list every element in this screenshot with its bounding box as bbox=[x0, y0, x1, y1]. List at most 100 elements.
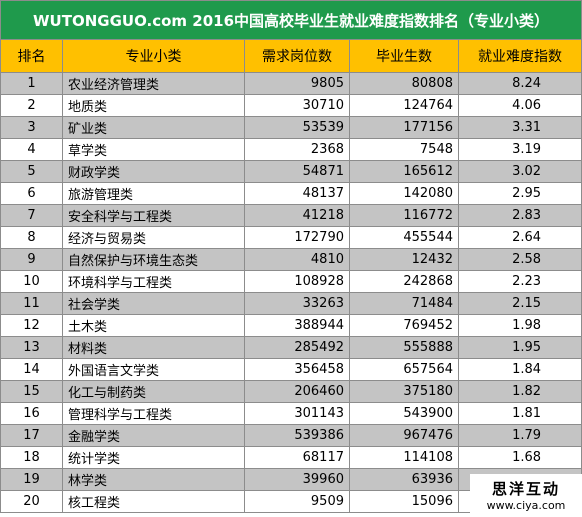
table-cell: 核工程类 bbox=[62, 490, 245, 513]
table-cell: 53539 bbox=[244, 116, 350, 139]
table-cell: 1.81 bbox=[457, 402, 582, 425]
table-cell: 12432 bbox=[349, 248, 459, 271]
table-row: 13 材料类 285492 555888 1.95 bbox=[0, 336, 582, 359]
table-row: 5 财政学类 54871 165612 3.02 bbox=[0, 160, 582, 183]
table-cell: 285492 bbox=[244, 336, 350, 359]
table-cell: 455544 bbox=[349, 226, 459, 249]
table-cell: 114108 bbox=[349, 446, 459, 469]
table-cell: 9509 bbox=[244, 490, 350, 513]
table-row: 4 草学类 2368 7548 3.19 bbox=[0, 138, 582, 161]
table-cell: 2.64 bbox=[457, 226, 582, 249]
table-cell: 3.31 bbox=[457, 116, 582, 139]
table-cell: 11 bbox=[0, 292, 63, 315]
table-cell: 2.83 bbox=[457, 204, 582, 227]
table-title: WUTONGGUO.com 2016中国高校毕业生就业难度指数排名（专业小类） bbox=[0, 0, 582, 40]
table-cell: 经济与贸易类 bbox=[62, 226, 245, 249]
table-cell: 80808 bbox=[349, 72, 459, 95]
column-header: 需求岗位数 bbox=[244, 39, 350, 73]
table-cell: 4.06 bbox=[457, 94, 582, 117]
table-row: 7 安全科学与工程类 41218 116772 2.83 bbox=[0, 204, 582, 227]
table-cell: 33263 bbox=[244, 292, 350, 315]
table-row: 3 矿业类 53539 177156 3.31 bbox=[0, 116, 582, 139]
table-cell: 1.98 bbox=[457, 314, 582, 337]
table-cell: 375180 bbox=[349, 380, 459, 403]
table-cell: 12 bbox=[0, 314, 63, 337]
table-cell: 543900 bbox=[349, 402, 459, 425]
table-cell: 19 bbox=[0, 468, 63, 491]
table-cell: 财政学类 bbox=[62, 160, 245, 183]
table-cell: 1.95 bbox=[457, 336, 582, 359]
table-cell: 农业经济管理类 bbox=[62, 72, 245, 95]
table-cell: 41218 bbox=[244, 204, 350, 227]
table-cell: 539386 bbox=[244, 424, 350, 447]
table-cell: 社会学类 bbox=[62, 292, 245, 315]
table-row: 10 环境科学与工程类 108928 242868 2.23 bbox=[0, 270, 582, 293]
table-cell: 108928 bbox=[244, 270, 350, 293]
table-row: 16 管理科学与工程类 301143 543900 1.81 bbox=[0, 402, 582, 425]
column-header: 专业小类 bbox=[62, 39, 245, 73]
table-row: 9 自然保护与环境生态类 4810 12432 2.58 bbox=[0, 248, 582, 271]
table-cell: 管理科学与工程类 bbox=[62, 402, 245, 425]
header-row: 排名 专业小类 需求岗位数 毕业生数 就业难度指数 bbox=[0, 39, 582, 73]
table-row: 11 社会学类 33263 71484 2.15 bbox=[0, 292, 582, 315]
table-cell: 9 bbox=[0, 248, 63, 271]
table-row: 17 金融学类 539386 967476 1.79 bbox=[0, 424, 582, 447]
table-cell: 4810 bbox=[244, 248, 350, 271]
table-cell: 20 bbox=[0, 490, 63, 513]
table-cell: 9805 bbox=[244, 72, 350, 95]
table-cell: 124764 bbox=[349, 94, 459, 117]
table-cell: 草学类 bbox=[62, 138, 245, 161]
table-cell: 68117 bbox=[244, 446, 350, 469]
table-cell: 63936 bbox=[349, 468, 459, 491]
table-cell: 环境科学与工程类 bbox=[62, 270, 245, 293]
table-cell: 71484 bbox=[349, 292, 459, 315]
table-cell: 2.58 bbox=[457, 248, 582, 271]
table-cell: 统计学类 bbox=[62, 446, 245, 469]
table-cell: 15 bbox=[0, 380, 63, 403]
table-row: 14 外国语言文学类 356458 657564 1.84 bbox=[0, 358, 582, 381]
table-cell: 2 bbox=[0, 94, 63, 117]
column-header: 毕业生数 bbox=[349, 39, 459, 73]
column-header: 就业难度指数 bbox=[457, 39, 582, 73]
table-cell: 555888 bbox=[349, 336, 459, 359]
table-cell: 54871 bbox=[244, 160, 350, 183]
table-cell: 1.82 bbox=[457, 380, 582, 403]
table-cell: 8.24 bbox=[457, 72, 582, 95]
table-cell: 177156 bbox=[349, 116, 459, 139]
table-cell: 材料类 bbox=[62, 336, 245, 359]
table-cell: 657564 bbox=[349, 358, 459, 381]
table-cell: 化工与制药类 bbox=[62, 380, 245, 403]
table-cell: 39960 bbox=[244, 468, 350, 491]
table-cell: 142080 bbox=[349, 182, 459, 205]
table-cell: 30710 bbox=[244, 94, 350, 117]
watermark-name: 思洋互动 bbox=[491, 480, 560, 498]
table-cell: 2368 bbox=[244, 138, 350, 161]
table-cell: 13 bbox=[0, 336, 63, 359]
table-cell: 7 bbox=[0, 204, 63, 227]
table-cell: 3.02 bbox=[457, 160, 582, 183]
table-cell: 4 bbox=[0, 138, 63, 161]
table-cell: 2.95 bbox=[457, 182, 582, 205]
table-cell: 165612 bbox=[349, 160, 459, 183]
table-cell: 金融学类 bbox=[62, 424, 245, 447]
table-cell: 旅游管理类 bbox=[62, 182, 245, 205]
table-cell: 1.84 bbox=[457, 358, 582, 381]
table-cell: 48137 bbox=[244, 182, 350, 205]
table-cell: 242868 bbox=[349, 270, 459, 293]
table-row: 8 经济与贸易类 172790 455544 2.64 bbox=[0, 226, 582, 249]
watermark: 思洋互动 www.ciya.com bbox=[470, 474, 582, 517]
table-cell: 206460 bbox=[244, 380, 350, 403]
table-cell: 967476 bbox=[349, 424, 459, 447]
table-cell: 自然保护与环境生态类 bbox=[62, 248, 245, 271]
table-row: 1 农业经济管理类 9805 80808 8.24 bbox=[0, 72, 582, 95]
table-cell: 116772 bbox=[349, 204, 459, 227]
table-cell: 172790 bbox=[244, 226, 350, 249]
table-cell: 14 bbox=[0, 358, 63, 381]
table-cell: 10 bbox=[0, 270, 63, 293]
table-cell: 388944 bbox=[244, 314, 350, 337]
table-cell: 土木类 bbox=[62, 314, 245, 337]
table-cell: 1.68 bbox=[457, 446, 582, 469]
table-cell: 3.19 bbox=[457, 138, 582, 161]
table-row: 12 土木类 388944 769452 1.98 bbox=[0, 314, 582, 337]
table-cell: 外国语言文学类 bbox=[62, 358, 245, 381]
